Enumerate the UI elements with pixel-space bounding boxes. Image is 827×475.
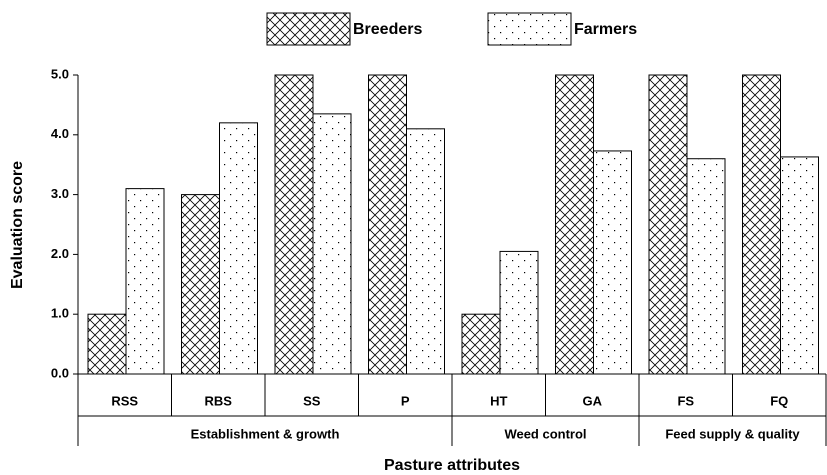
bar xyxy=(461,313,501,375)
bar xyxy=(181,194,220,375)
y-tick-label: 2.0 xyxy=(51,246,69,261)
x-tick-label: FQ xyxy=(770,393,788,408)
legend-swatch xyxy=(266,12,351,46)
bar xyxy=(780,156,819,375)
bar xyxy=(648,74,688,375)
bar xyxy=(686,158,726,375)
y-tick-label: 1.0 xyxy=(51,306,69,321)
x-tick-label: SS xyxy=(303,393,321,408)
legend-label: Farmers xyxy=(574,21,637,38)
x-tick-label: RBS xyxy=(205,393,233,408)
y-tick-label: 3.0 xyxy=(51,186,69,201)
bar xyxy=(125,188,165,375)
bar xyxy=(87,313,127,375)
y-tick-label: 0.0 xyxy=(51,365,69,380)
y-tick-label: 5.0 xyxy=(51,66,69,81)
bar xyxy=(555,74,594,375)
bar xyxy=(312,113,352,375)
y-tick-label: 4.0 xyxy=(51,126,69,141)
x-axis-title: Pasture attributes xyxy=(384,457,520,474)
y-axis-title: Evaluation score xyxy=(9,161,26,289)
bar xyxy=(219,122,258,375)
x-tick-label: RSS xyxy=(111,393,138,408)
bar xyxy=(274,74,314,375)
bar xyxy=(499,250,539,375)
group-label: Feed supply & quality xyxy=(665,426,800,441)
bar xyxy=(406,128,445,375)
x-tick-label: FS xyxy=(677,393,694,408)
x-tick-label: P xyxy=(401,393,410,408)
bar xyxy=(368,74,407,375)
bar xyxy=(593,150,632,375)
legend-label: Breeders xyxy=(353,21,422,38)
x-tick-label: HT xyxy=(490,393,507,408)
legend-swatch xyxy=(487,12,572,46)
bar xyxy=(742,74,781,375)
group-label: Establishment & growth xyxy=(191,426,340,441)
x-tick-label: GA xyxy=(583,393,603,408)
group-label: Weed control xyxy=(504,426,586,441)
